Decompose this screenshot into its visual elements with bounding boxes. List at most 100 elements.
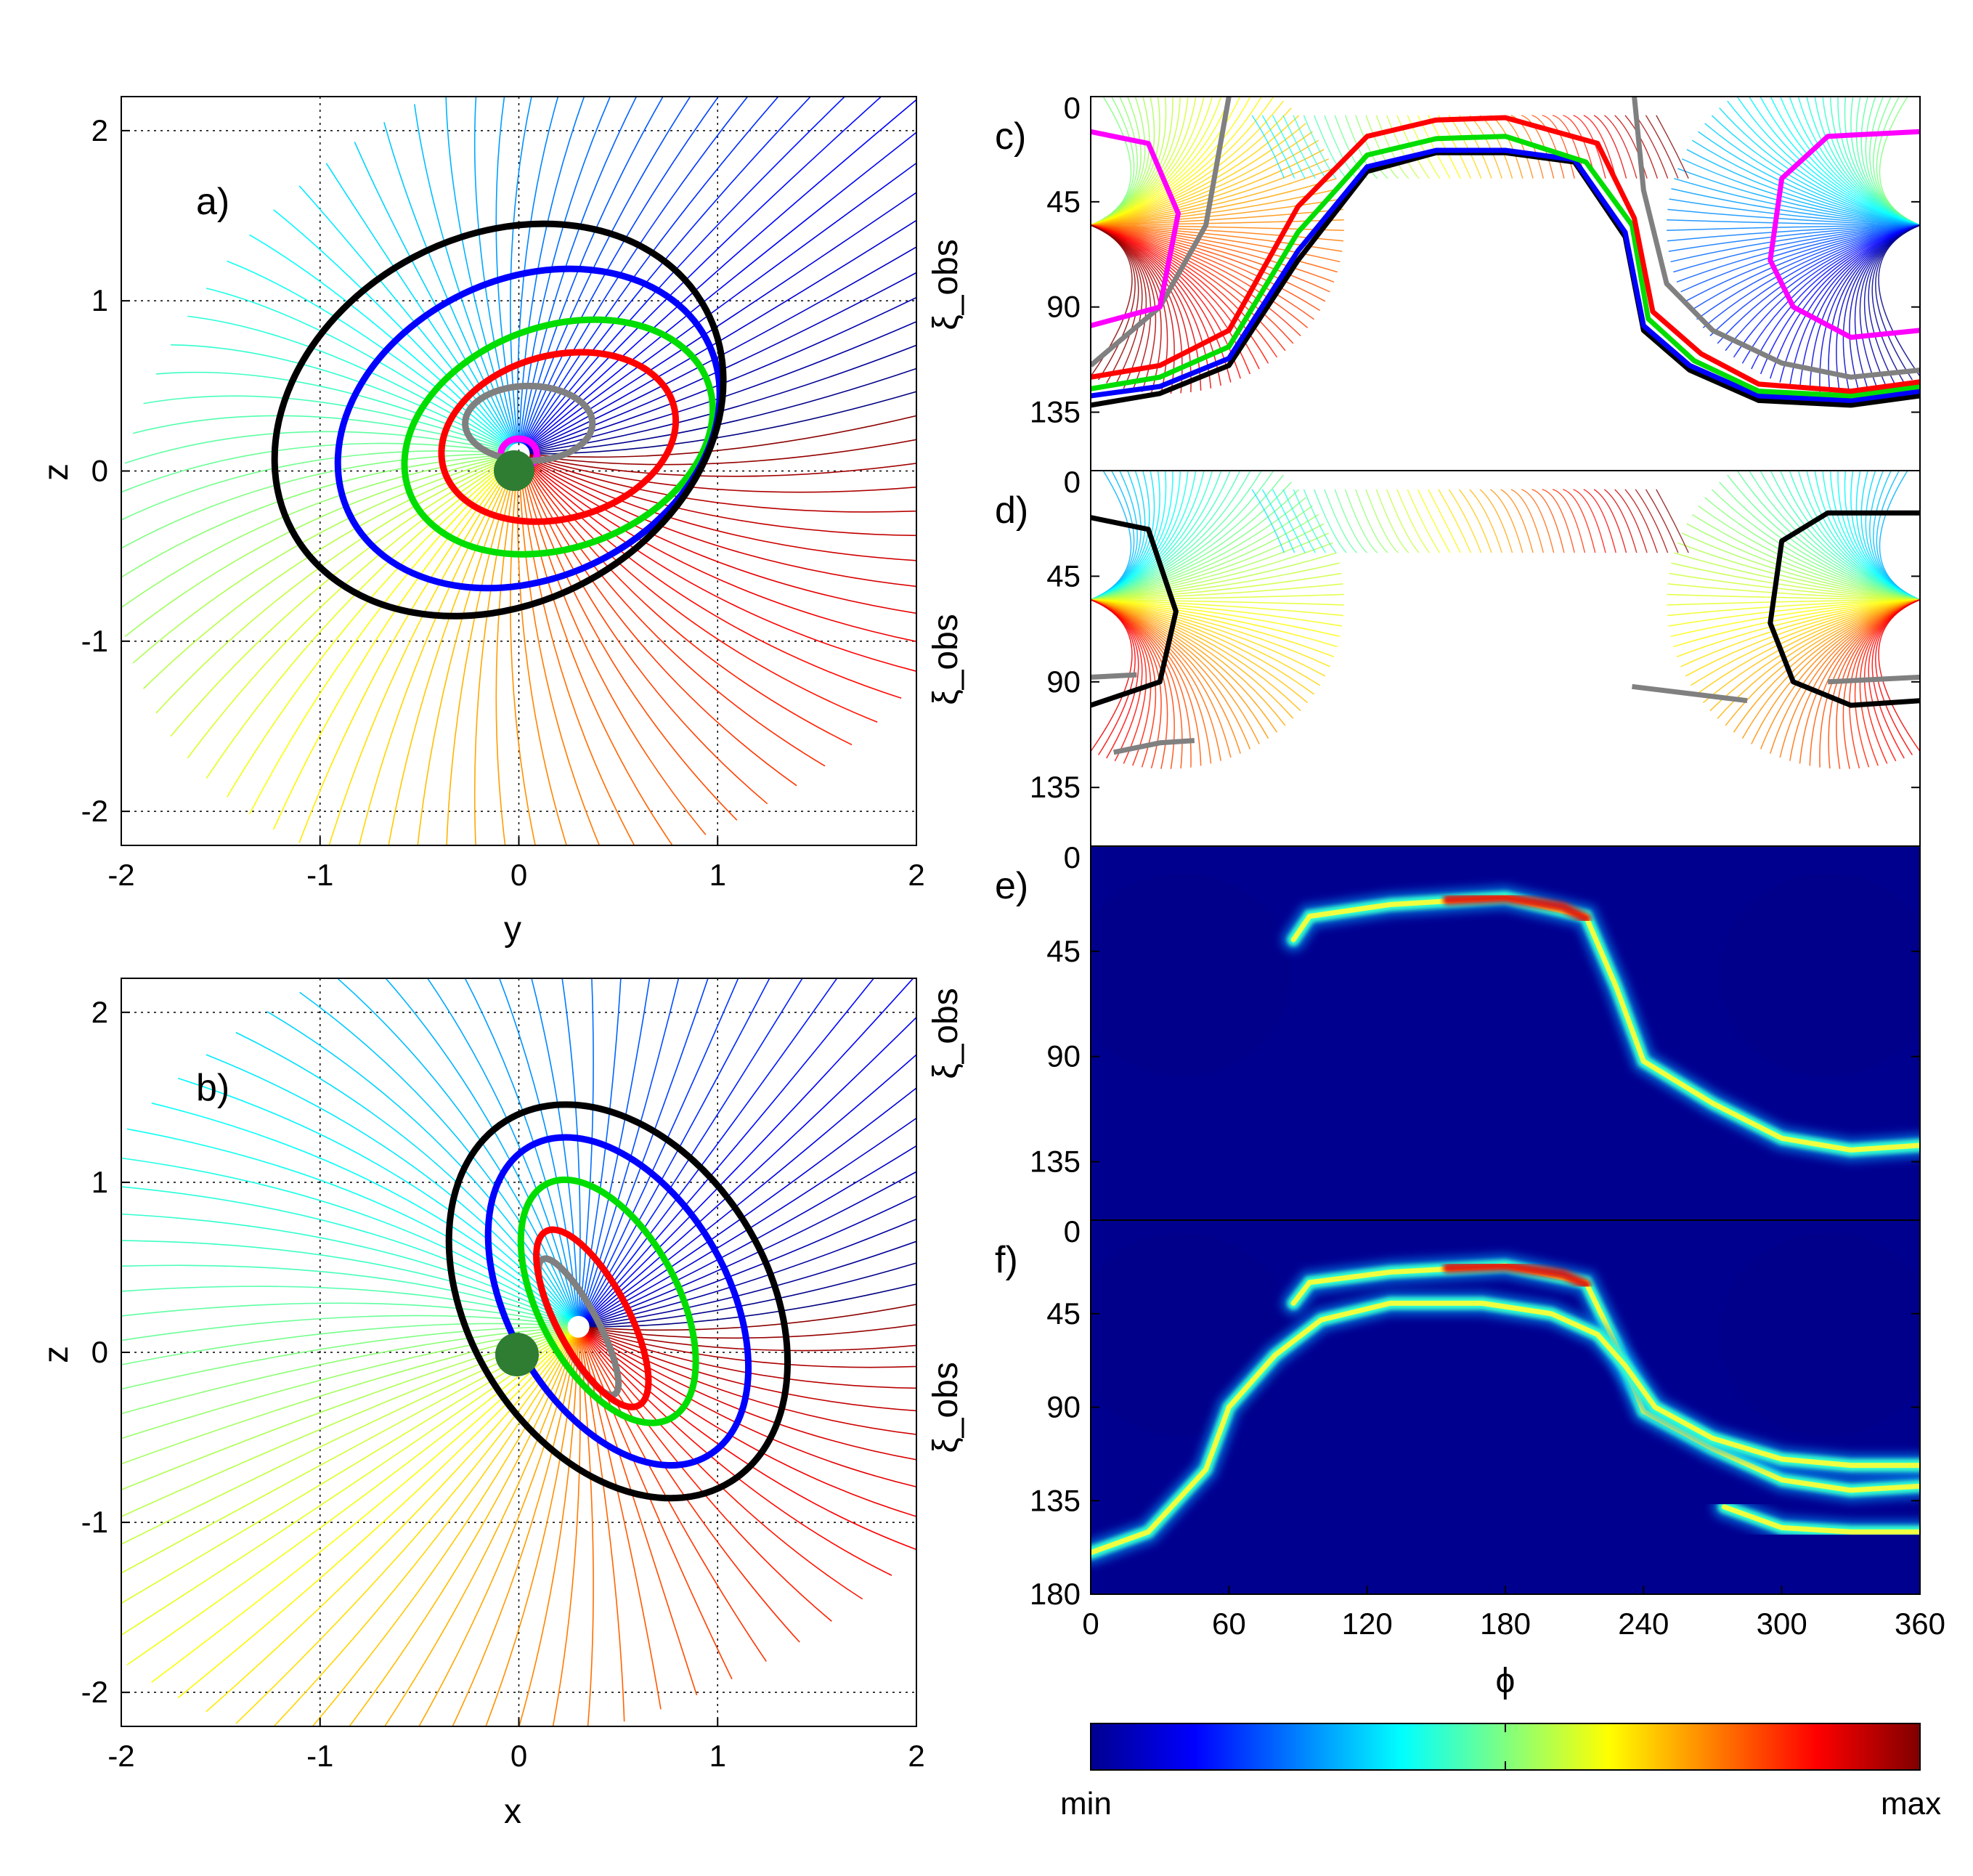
field-line bbox=[1760, 471, 1920, 601]
tick-label-y: -1 bbox=[81, 624, 108, 658]
field-line bbox=[358, 463, 514, 845]
field-line bbox=[1685, 224, 1920, 302]
panel-e-heatmap bbox=[1091, 873, 1920, 1163]
field-line bbox=[1091, 598, 1343, 627]
background-blob bbox=[1719, 1233, 1920, 1437]
tick-label-y: 90 bbox=[1046, 665, 1081, 699]
field-line bbox=[579, 1337, 594, 1726]
field-line bbox=[529, 391, 916, 455]
field-line bbox=[1667, 583, 1920, 601]
field-line bbox=[1667, 224, 1920, 232]
field-line bbox=[1344, 489, 1378, 553]
field-line bbox=[1676, 598, 1920, 657]
field-line bbox=[1091, 224, 1326, 302]
series-magenta bbox=[1091, 129, 1181, 328]
field-line bbox=[1667, 208, 1920, 226]
field-line bbox=[1709, 598, 1920, 712]
panel-e-ticks: 0 45 90 135 bbox=[1030, 840, 1920, 1179]
field-line bbox=[133, 415, 509, 452]
tick-label-y: 0 bbox=[1064, 91, 1081, 125]
tick-label-x: 2 bbox=[908, 858, 924, 892]
field-line bbox=[589, 1283, 916, 1328]
field-line bbox=[1702, 224, 1920, 328]
panel-d-label: d) bbox=[995, 490, 1028, 532]
tick-label-x: 60 bbox=[1212, 1607, 1246, 1641]
field-line bbox=[1645, 489, 1679, 553]
field-line bbox=[1272, 489, 1306, 553]
field-line bbox=[142, 457, 509, 689]
series-green bbox=[1091, 134, 1920, 399]
field-line bbox=[1091, 97, 1241, 226]
panel-a-xlabel: y bbox=[504, 910, 521, 949]
panel-b-sphere bbox=[495, 1333, 539, 1376]
tick-label-x: 0 bbox=[510, 858, 527, 892]
field-line bbox=[206, 1335, 573, 1713]
field-line bbox=[1680, 224, 1920, 293]
field-line bbox=[1711, 115, 1920, 226]
field-line bbox=[1251, 115, 1285, 179]
background-blob bbox=[1091, 1233, 1292, 1437]
field-line bbox=[1365, 115, 1399, 179]
tick-label-x: -2 bbox=[107, 1739, 134, 1773]
field-line bbox=[1091, 224, 1309, 328]
field-line bbox=[587, 1117, 916, 1323]
field-line bbox=[1334, 489, 1368, 553]
tick-label-x: 1 bbox=[709, 1739, 726, 1773]
field-line bbox=[1428, 489, 1461, 553]
tick-label-y: 90 bbox=[1046, 1039, 1081, 1073]
field-line bbox=[1656, 489, 1689, 553]
field-line bbox=[1293, 489, 1327, 553]
field-line bbox=[517, 465, 568, 845]
field-line bbox=[1091, 224, 1338, 273]
field-line bbox=[1091, 97, 1274, 226]
panel-a-label: a) bbox=[196, 181, 229, 223]
tick-label-x: 0 bbox=[510, 1739, 527, 1773]
field-line bbox=[1091, 224, 1341, 263]
field-line bbox=[1667, 224, 1920, 242]
field-line bbox=[1091, 224, 1330, 293]
field-line bbox=[1667, 598, 1920, 606]
tick-label-y: 135 bbox=[1030, 395, 1081, 429]
field-line bbox=[1091, 583, 1343, 601]
field-line bbox=[187, 315, 510, 449]
tick-label-y: 90 bbox=[1046, 1390, 1081, 1424]
field-line bbox=[1091, 168, 1333, 226]
field-line bbox=[1686, 149, 1920, 226]
field-line bbox=[121, 453, 508, 549]
panel-a-ticks: -2 -1 0 1 2 -2 -1 0 1 2 bbox=[81, 113, 925, 892]
field-line bbox=[1417, 489, 1451, 553]
field-line bbox=[1645, 115, 1679, 179]
field-line bbox=[121, 1264, 569, 1324]
field-line bbox=[529, 368, 916, 454]
series-magenta-2 bbox=[1767, 129, 1920, 340]
field-line bbox=[1702, 598, 1920, 704]
field-line bbox=[1681, 158, 1920, 226]
panel-d-ylabel: ξ_obs bbox=[927, 614, 965, 705]
field-line bbox=[1552, 489, 1586, 553]
field-line bbox=[1669, 198, 1920, 226]
panel-a-ylabel: z bbox=[37, 463, 76, 481]
field-line bbox=[1667, 219, 1920, 226]
field-line bbox=[1091, 224, 1314, 320]
series-ring-black bbox=[445, 1101, 792, 1502]
field-line bbox=[151, 1333, 571, 1683]
series-red bbox=[1091, 115, 1920, 394]
tick-label-y: 0 bbox=[1064, 1214, 1081, 1248]
tick-label-x: 180 bbox=[1480, 1607, 1531, 1641]
field-line bbox=[1603, 489, 1638, 553]
field-line bbox=[121, 1286, 569, 1325]
field-line bbox=[1303, 115, 1337, 179]
field-line bbox=[1624, 489, 1659, 553]
colorbar: min max bbox=[1060, 1723, 1941, 1822]
field-line bbox=[587, 1087, 916, 1322]
field-line bbox=[485, 1337, 578, 1726]
field-line bbox=[1272, 115, 1306, 179]
field-line bbox=[1407, 489, 1441, 553]
field-line bbox=[1479, 489, 1513, 553]
field-line bbox=[1261, 489, 1295, 553]
field-line bbox=[1091, 598, 1344, 606]
field-line bbox=[155, 371, 510, 450]
field-line bbox=[1091, 598, 1301, 712]
field-line bbox=[1603, 115, 1638, 179]
